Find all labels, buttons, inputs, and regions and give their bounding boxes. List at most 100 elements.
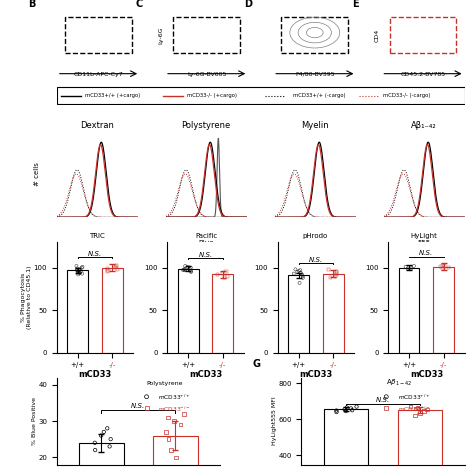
Title: Polystyrene: Polystyrene <box>182 120 231 129</box>
Point <box>187 268 195 276</box>
Text: B: B <box>28 0 35 9</box>
Point <box>186 264 193 272</box>
Point <box>75 265 83 273</box>
Bar <box>398 410 442 474</box>
Point <box>224 273 231 280</box>
Point <box>74 269 82 276</box>
Point <box>407 265 414 273</box>
Point <box>113 265 121 273</box>
Point <box>348 406 356 414</box>
Point <box>219 270 227 277</box>
Point <box>407 264 415 272</box>
Point <box>187 264 194 272</box>
Text: mCD33$^{-/-}$: mCD33$^{-/-}$ <box>158 404 191 413</box>
Point <box>296 266 304 274</box>
Point <box>333 408 340 416</box>
Point <box>181 265 189 273</box>
Point <box>104 268 112 276</box>
Text: mCD33-/- (+cargo): mCD33-/- (+cargo) <box>187 93 237 98</box>
Point <box>296 279 303 287</box>
Point <box>184 263 192 271</box>
X-axis label: mCD33: mCD33 <box>189 370 222 379</box>
Point <box>222 268 230 276</box>
Text: E: E <box>352 0 359 9</box>
Point <box>111 263 119 271</box>
Bar <box>67 270 88 353</box>
Point <box>74 268 82 276</box>
Point <box>180 265 188 273</box>
Point <box>410 262 418 270</box>
Point <box>333 407 340 414</box>
Text: N.S.: N.S. <box>88 251 102 257</box>
Point <box>163 428 170 436</box>
Point <box>164 414 172 421</box>
Point <box>170 417 178 425</box>
Point <box>298 271 306 278</box>
Point <box>437 263 445 271</box>
X-axis label: CD45.2-BV785: CD45.2-BV785 <box>401 72 446 77</box>
Point <box>75 268 82 276</box>
Text: TRIC: TRIC <box>90 233 105 239</box>
Text: Pacific
Blue: Pacific Blue <box>195 233 218 246</box>
Text: N.S.: N.S. <box>131 403 146 409</box>
Point <box>167 446 175 454</box>
Point <box>177 421 184 428</box>
X-axis label: Ly-6G-BV605: Ly-6G-BV605 <box>187 72 226 77</box>
X-axis label: mCD33: mCD33 <box>78 370 111 379</box>
Point <box>187 267 195 275</box>
Point <box>343 404 351 411</box>
Point <box>341 406 348 413</box>
Point <box>445 264 453 272</box>
Point <box>78 270 86 277</box>
Point <box>332 267 340 275</box>
Point <box>103 264 111 272</box>
Point <box>172 454 180 461</box>
Text: mCD33+/+ (+cargo): mCD33+/+ (+cargo) <box>85 93 141 98</box>
Point <box>441 262 448 270</box>
Point <box>91 439 99 447</box>
Point <box>332 271 340 278</box>
Point <box>91 446 99 454</box>
Point <box>182 262 189 270</box>
Point <box>411 412 419 419</box>
Point <box>299 274 307 282</box>
Point <box>112 264 119 272</box>
Point <box>74 267 82 275</box>
Text: D: D <box>244 0 252 9</box>
Bar <box>178 268 199 353</box>
Point <box>100 428 108 436</box>
Point <box>439 261 447 269</box>
Bar <box>79 443 124 474</box>
Point <box>327 274 335 282</box>
Point <box>295 267 302 275</box>
Text: A$\beta_{1-42}$: A$\beta_{1-42}$ <box>386 378 412 388</box>
Point <box>104 266 112 274</box>
X-axis label: mCD33: mCD33 <box>299 370 333 379</box>
Point <box>79 263 86 271</box>
Text: N.S.: N.S. <box>198 252 212 258</box>
Title: Myelin: Myelin <box>301 120 329 129</box>
Point <box>292 265 299 273</box>
Y-axis label: CD4: CD4 <box>375 28 380 42</box>
Text: # cells: # cells <box>34 162 40 186</box>
Bar <box>288 275 309 353</box>
Y-axis label: HyLight555 MFI: HyLight555 MFI <box>272 397 277 446</box>
Point <box>353 403 360 410</box>
Point <box>179 266 187 274</box>
Point <box>78 264 85 272</box>
Point <box>297 269 304 276</box>
Y-axis label: % Blue Positive: % Blue Positive <box>32 397 37 445</box>
Bar <box>212 274 233 353</box>
Point <box>414 404 421 411</box>
Point <box>342 407 350 415</box>
Text: mCD33-/- (-cargo): mCD33-/- (-cargo) <box>383 93 430 98</box>
Point <box>103 425 111 432</box>
Point <box>214 271 221 278</box>
Text: mCD33$^{+/+}$: mCD33$^{+/+}$ <box>398 393 430 402</box>
Bar <box>399 268 419 353</box>
Point <box>181 266 189 274</box>
Bar <box>324 410 368 474</box>
Point <box>332 273 339 280</box>
Bar <box>323 273 344 353</box>
Point <box>106 443 113 450</box>
